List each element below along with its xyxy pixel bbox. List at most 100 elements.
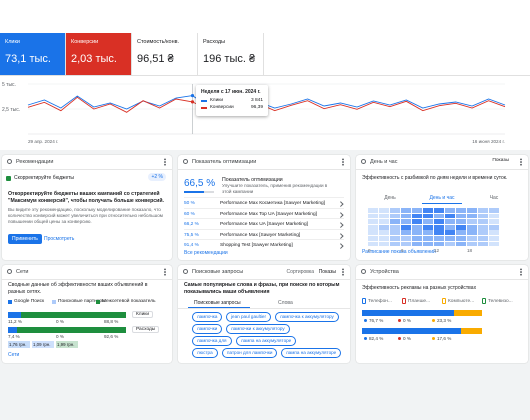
metric-value: 96,51 ₴ (137, 53, 174, 65)
bar-segment (454, 310, 482, 316)
heatmap-cell (478, 208, 489, 213)
overview: Клики 73,1 тыс. Конверсии 2,03 тыс. Стоимост… (0, 0, 530, 150)
optimization-row[interactable]: 50 % Performance Max Косметика [Sawyer Ma… (184, 197, 344, 209)
menu[interactable] (342, 268, 344, 276)
metric-label: Расходы (203, 39, 226, 45)
tab[interactable]: Слова (278, 300, 293, 306)
rec-headline: Откорректируйте бюджеты ваших кампаний с… (8, 191, 164, 204)
heatmap-cell (412, 219, 423, 224)
search-chip[interactable]: jean paul gaultier (226, 312, 271, 322)
chevron (337, 211, 343, 217)
heatmap-cell (456, 224, 467, 230)
badge: +2 % (148, 173, 166, 181)
row-name: Performance Max Top UA [Sawyer Marketing… (220, 211, 317, 217)
cpc-box (56, 341, 78, 348)
value-dot (398, 337, 401, 340)
value-label: 0 % (403, 318, 411, 323)
metric-tile[interactable]: Расходы 196 тыс. ₴ (198, 33, 264, 75)
heatmap-cell (368, 219, 379, 224)
link[interactable]: Расписание показа объявлений (362, 249, 436, 255)
metric-tile[interactable]: Клики 73,1 тыс. (0, 33, 66, 75)
rec-item: Скорректируйте бюджеты (14, 175, 74, 181)
heatmap-cell (489, 219, 500, 224)
link[interactable]: Сети (8, 352, 20, 358)
search-chip[interactable]: лампочка к аккумулятору (275, 312, 339, 322)
optimization-row[interactable]: 91,4 % Shopping Test [Sawyer Marketing] (184, 239, 344, 251)
menu[interactable] (164, 268, 166, 276)
sort-select[interactable]: Показы (318, 269, 336, 275)
tab[interactable]: Поисковые запросы (194, 300, 241, 306)
card-header: Показатель оптимизации (178, 155, 350, 170)
row-score: 50 % (184, 201, 195, 206)
tab-line (178, 308, 350, 309)
bar-segment (362, 328, 461, 334)
heatmap-cell (412, 213, 423, 219)
search-chip[interactable]: лампочки (192, 324, 223, 334)
heatmap-cell (478, 219, 489, 224)
optimization-row[interactable]: 75,5 % Performance Max [Sawyer Marketing] (184, 228, 344, 241)
search-chip[interactable]: патрон для лампочки (222, 348, 278, 358)
heatmap-cell (412, 224, 423, 230)
card-header: Устройства (356, 265, 528, 280)
metric-tile[interactable]: Стоимость/конв. 96,51 ₴ (132, 33, 198, 75)
recommendations-card: Рекомендации Скорректируйте бюджеты +2 %… (2, 155, 172, 260)
chevron (337, 243, 343, 249)
bar-segment (8, 312, 22, 318)
heatmap-cell (489, 224, 500, 230)
link[interactable]: Все рекомендации (184, 250, 228, 256)
search-chip[interactable]: лампочки к аккумулятору (226, 324, 290, 334)
row-name: Performance Max Косметика [Sawyer Market… (220, 201, 325, 206)
heatmap-cell (489, 236, 500, 241)
optimization-row[interactable]: 66,2 % Performance Max UA [Sawyer Marketi… (184, 218, 344, 230)
metric-value: 73,1 тыс. (5, 53, 51, 65)
value-dot (364, 319, 367, 322)
optimization-row[interactable]: 60 % Performance Max Top UA [Sawyer Marke… (184, 207, 344, 220)
icon (7, 269, 12, 274)
menu[interactable] (520, 268, 522, 276)
search-chip[interactable]: люстра (192, 348, 218, 358)
chevron (337, 201, 343, 207)
tab[interactable]: День и час (429, 195, 455, 201)
heatmap-cell (434, 236, 445, 241)
score-bar (184, 191, 204, 193)
schedule-card: День и час Показы Эффективность с разбивк… (356, 155, 528, 260)
legend-label: Поисковые партнеры (58, 299, 106, 304)
heatmap-cell (456, 208, 467, 213)
icon (6, 176, 11, 181)
legend-swatch (52, 300, 56, 304)
value-label: 11,2 % (8, 319, 22, 324)
tab[interactable]: Час (489, 195, 499, 201)
heatmap-cell (456, 241, 467, 247)
tab[interactable]: День (384, 195, 396, 201)
bar-segment (362, 310, 455, 316)
y-tick-label: 2,5 тыс. (2, 107, 20, 113)
heatmap-cell (434, 213, 445, 219)
heatmap-cell (467, 213, 478, 219)
value-label: 76,7 % (369, 318, 384, 323)
metric-select[interactable]: Показы (492, 158, 509, 163)
menu[interactable] (520, 158, 522, 166)
search-chip[interactable]: лампочка (192, 312, 223, 322)
view-button[interactable]: Просмотреть (44, 236, 75, 242)
search-chip[interactable]: лампа на аккумуляторе (236, 336, 297, 346)
heatmap-cell (467, 208, 478, 213)
heatmap-cell (467, 224, 478, 230)
menu[interactable] (342, 158, 344, 166)
search-chip[interactable]: лампочка для (192, 336, 232, 346)
card-title: День и час (370, 159, 398, 165)
menu[interactable] (164, 158, 166, 166)
icon (7, 159, 12, 164)
search-chip[interactable]: лампа на аккумуляторе (281, 348, 342, 358)
metric-select[interactable]: Клики (132, 311, 154, 318)
cpc-box (32, 341, 54, 348)
legend-swatch (482, 298, 486, 304)
heatmap-cell (456, 236, 467, 241)
metric-select[interactable]: Расходы (132, 326, 160, 333)
heatmap-cell (390, 219, 401, 224)
value-label: 17,6 % (437, 336, 452, 341)
apply-button[interactable]: Применить (8, 234, 42, 244)
heatmap-cell (390, 241, 401, 247)
metric-tile[interactable]: Конверсии 2,03 тыс. (66, 33, 132, 75)
heatmap-cell (412, 236, 423, 241)
card-title: Показатель оптимизации (192, 159, 257, 165)
